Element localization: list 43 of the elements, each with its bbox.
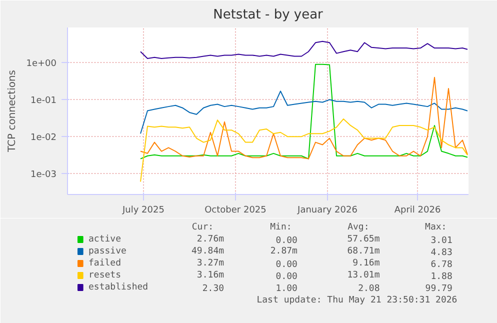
text: 4.83 xyxy=(430,248,452,258)
y-tick-label: 1e-02 xyxy=(30,133,57,144)
legend-label: resets xyxy=(88,270,121,280)
y-axis-title: TCP connections xyxy=(7,70,18,154)
text: 2.08 xyxy=(358,284,380,294)
line-series xyxy=(140,118,468,182)
text: Max: xyxy=(425,222,447,232)
text: 3.01 xyxy=(430,236,452,246)
x-tick-label: October 2025 xyxy=(204,206,266,216)
legend-label: established xyxy=(88,282,148,292)
text: 68.71m xyxy=(347,246,380,256)
text: 0.00 xyxy=(276,260,298,270)
text: 9.16m xyxy=(352,258,380,268)
line-series xyxy=(140,40,468,60)
x-tick-label: April 2026 xyxy=(394,206,441,216)
text: 3.16m xyxy=(196,270,224,280)
x-tick-label: January 2026 xyxy=(296,206,358,216)
x-tick-label: July 2025 xyxy=(122,206,164,216)
text: 57.65m xyxy=(347,234,380,244)
text: Last update: Thu May 21 23:50:31 2026 xyxy=(256,296,458,306)
text: 49.84m xyxy=(192,246,224,256)
text: 6.78 xyxy=(430,260,452,270)
text: 13.01m xyxy=(347,270,380,280)
chart-title: Netstat - by year xyxy=(213,8,324,22)
text: Min: xyxy=(270,222,292,232)
y-tick-label: 1e-03 xyxy=(30,170,57,180)
text: 2.87m xyxy=(270,246,298,256)
text: Cur: xyxy=(192,222,214,232)
y-tick-label: 1e-01 xyxy=(30,96,57,106)
text: 3.27m xyxy=(196,258,224,268)
text: 0.00 xyxy=(276,272,298,282)
legend-label: passive xyxy=(88,246,126,256)
text: Avg: xyxy=(348,222,370,232)
text: 0.00 xyxy=(276,236,298,246)
legend-label: active xyxy=(88,234,121,244)
y-tick-label: 1e+00 xyxy=(26,59,57,70)
text: 1.88 xyxy=(430,272,452,282)
legend-label: failed xyxy=(88,258,121,268)
text: 1.00 xyxy=(276,284,298,294)
text: 99.79 xyxy=(425,284,452,294)
text: 2.76m xyxy=(196,234,224,244)
text: 2.30 xyxy=(202,284,224,294)
line-series xyxy=(140,90,468,134)
